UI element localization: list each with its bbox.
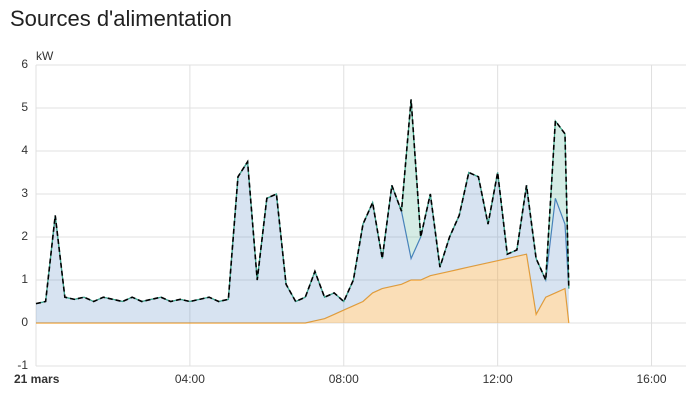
y-tick-label: 6 (21, 57, 28, 71)
x-tick-label: 04:00 (175, 372, 205, 386)
area-fill (36, 161, 569, 323)
x-tick-label: 16:00 (637, 372, 667, 386)
x-tick-label: 08:00 (329, 372, 359, 386)
total-line (35, 99, 570, 305)
x-tick-label: 21 mars (14, 372, 60, 386)
y-tick-label: 5 (21, 100, 28, 114)
chart-title: Sources d'alimentation (10, 6, 232, 31)
y-tick-label: -1 (17, 358, 28, 372)
series-line (36, 253, 570, 324)
y-axis-unit: kW (36, 49, 54, 63)
y-tick-label: 4 (21, 143, 28, 157)
y-tick-label: 3 (21, 186, 28, 200)
y-tick-label: 1 (21, 272, 28, 286)
area-fill (36, 254, 569, 323)
y-tick-label: 2 (21, 229, 28, 243)
y-tick-label: 0 (21, 315, 28, 329)
x-tick-label: 12:00 (483, 372, 513, 386)
